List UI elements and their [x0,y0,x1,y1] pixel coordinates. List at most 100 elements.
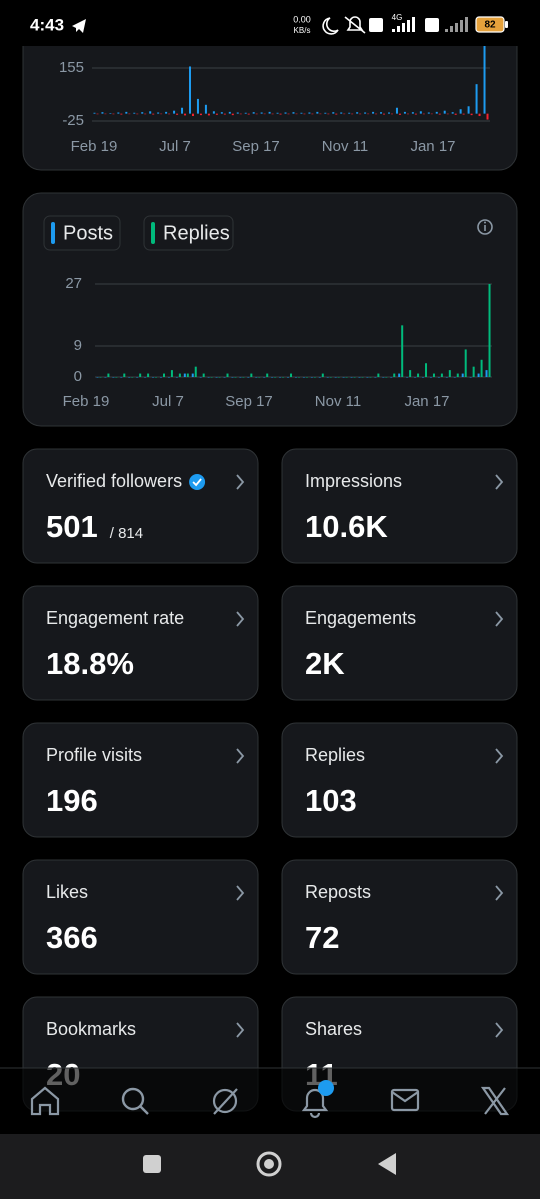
bar [123,373,126,377]
bar [480,359,483,377]
bar [159,377,162,378]
bar [212,111,215,114]
stat-card[interactable] [22,448,259,564]
battery [475,16,505,33]
bar [290,373,293,377]
bar [117,112,120,114]
bar [375,113,378,115]
bar [350,377,353,378]
stat-label: Bookmarks [46,1019,136,1039]
info-icon[interactable] [477,219,493,235]
battery-level: 82 [484,20,496,31]
y-tick-label: 0 [74,368,82,385]
bar [380,112,383,114]
bar [446,113,449,115]
bar [109,113,112,114]
bar [374,377,377,378]
stat-card[interactable] [281,448,518,564]
x-tick-label: Sep 17 [225,393,273,410]
bar [454,113,457,115]
bar [149,111,152,114]
back-button[interactable] [378,1153,396,1175]
stat-card[interactable] [281,859,518,975]
bar [377,373,380,377]
grok-icon[interactable] [212,1088,238,1114]
bar [279,377,282,378]
bar [247,113,250,115]
chevron [236,885,245,901]
bar [107,373,110,377]
bottom-nav [0,1067,540,1134]
bar [409,370,412,377]
x-tick-label: Nov 11 [322,138,368,155]
bar [483,45,486,114]
bar [215,113,218,115]
stat-card[interactable] [22,585,259,701]
bar [231,377,234,378]
bar [175,377,178,378]
bar [327,113,330,115]
bar [147,373,150,377]
legend-chip[interactable] [43,215,121,251]
bar [432,373,435,377]
x-icon[interactable] [480,1086,510,1116]
bar [157,112,160,114]
network-type: 4G [392,13,403,22]
bar [393,373,396,377]
stat-card[interactable] [22,859,259,975]
bar [181,107,184,114]
bar [464,349,467,377]
home-icon[interactable] [30,1086,60,1116]
stat-label: Profile visits [46,745,142,765]
bar [260,112,263,114]
bar [167,377,170,378]
notifications-icon[interactable] [301,1088,329,1119]
bar [406,377,409,378]
bar [422,377,425,378]
stat-card[interactable] [22,722,259,838]
bar [383,113,386,115]
bar [359,113,362,115]
bar [186,373,189,377]
stat-value: 72 [305,920,339,955]
bottom-nav-bg [0,1068,540,1134]
bar [308,112,311,114]
stat-card[interactable] [281,585,518,701]
bar [319,113,322,115]
legend-chip[interactable] [143,215,234,251]
bar [419,111,422,114]
stat-card[interactable] [281,722,518,838]
recents-button[interactable] [143,1155,161,1173]
stat-label: Likes [46,882,88,902]
x-tick-label: Nov 11 [315,393,361,410]
bar [448,370,451,377]
chevron [495,1022,504,1038]
stat-label: Engagements [305,608,416,628]
bar [168,113,171,115]
messages-icon[interactable] [390,1088,420,1112]
bar [417,373,420,377]
bar [136,377,139,378]
bar [461,373,464,377]
bar [342,377,345,378]
bar [268,111,271,114]
bar [300,112,303,114]
bar [462,113,465,115]
bar [120,377,123,378]
bar [398,113,401,115]
bar [427,112,430,114]
bar [120,113,123,115]
status-bar-bg [0,0,540,46]
volte-icon [369,18,383,32]
bar [210,377,213,378]
bar [96,377,99,378]
bar [215,377,218,378]
bar [332,112,335,114]
bar [310,377,313,378]
home-button[interactable] [256,1151,282,1177]
bar [453,377,456,378]
bar [144,377,147,378]
search-icon[interactable] [121,1087,145,1111]
bar [284,112,287,114]
chart-card [22,192,518,427]
